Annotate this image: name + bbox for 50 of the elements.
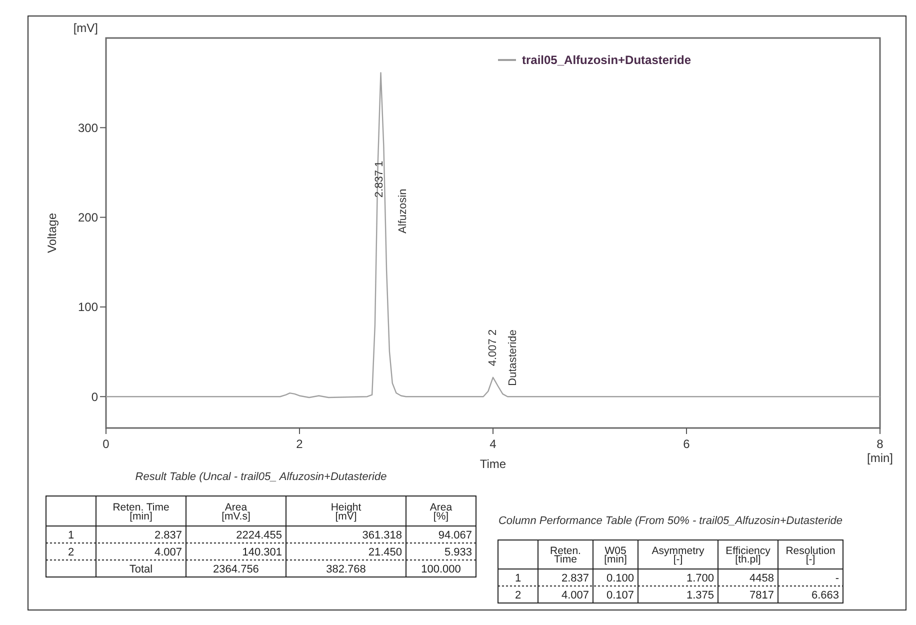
text: 1 [514, 572, 522, 584]
text: 1.700 [686, 572, 714, 584]
text: [mV] [73, 21, 98, 35]
line-series [105, 72, 881, 398]
text: 4.007 [561, 589, 589, 602]
annotation: 4.007 2 [486, 329, 499, 366]
text: 2.837 [561, 572, 589, 584]
text: - [835, 572, 840, 584]
text: 140.301 [242, 546, 282, 558]
text: 2 [68, 546, 74, 558]
text: 100.000 [421, 563, 461, 576]
text: 1 [68, 529, 74, 542]
text: 5.933 [444, 546, 472, 558]
y-axis-title: Voltage [45, 212, 59, 254]
annotation: Dutasteride [507, 330, 520, 386]
y-tick-label: 200 [78, 210, 98, 225]
text: 4.007 [154, 546, 182, 558]
text: 2.837 [154, 529, 182, 542]
text: 0.107 [606, 589, 634, 602]
text: 94.067 [438, 529, 472, 542]
text: 2224.455 [236, 529, 282, 542]
x-tick-label: 2 [296, 437, 304, 451]
x-tick-label: 0 [102, 437, 110, 451]
text: Total [129, 563, 153, 576]
annotation: Alfuzosin [396, 188, 409, 234]
text: Result Table (Uncal - trail05_ Alfuzosin+Dutasteride [135, 471, 387, 483]
text: 21.450 [368, 546, 402, 558]
text: 1.375 [686, 589, 714, 602]
x-tick-label: 8 [876, 437, 884, 451]
annotation: 2.837 1 [374, 160, 386, 198]
text: 382.768 [326, 563, 366, 576]
text: 2 [514, 589, 522, 602]
text: 4458 [750, 572, 774, 584]
text: Column Performance Table (From 50% - trail05_Alfuzosin+Dutasteride [498, 515, 843, 527]
x-tick-label: 6 [683, 437, 690, 451]
y-tick-label: 300 [78, 120, 98, 135]
text: [min] [130, 510, 152, 523]
text: [mV.s] [222, 510, 250, 523]
text: 0.100 [606, 572, 634, 584]
legend-label: trail05_Alfuzosin+Dutasteride [522, 53, 692, 68]
x-axis-title: Time [480, 457, 506, 471]
x-tick-label: 4 [490, 437, 497, 451]
text: [%] [433, 510, 449, 523]
y-tick-label: 100 [78, 300, 98, 314]
text: 361.318 [362, 529, 402, 542]
text: 6.663 [811, 589, 839, 602]
text: 2364.756 [213, 563, 259, 576]
text: 7817 [750, 589, 774, 602]
y-tick-label: 0 [91, 390, 98, 404]
text: [min] [866, 451, 894, 465]
